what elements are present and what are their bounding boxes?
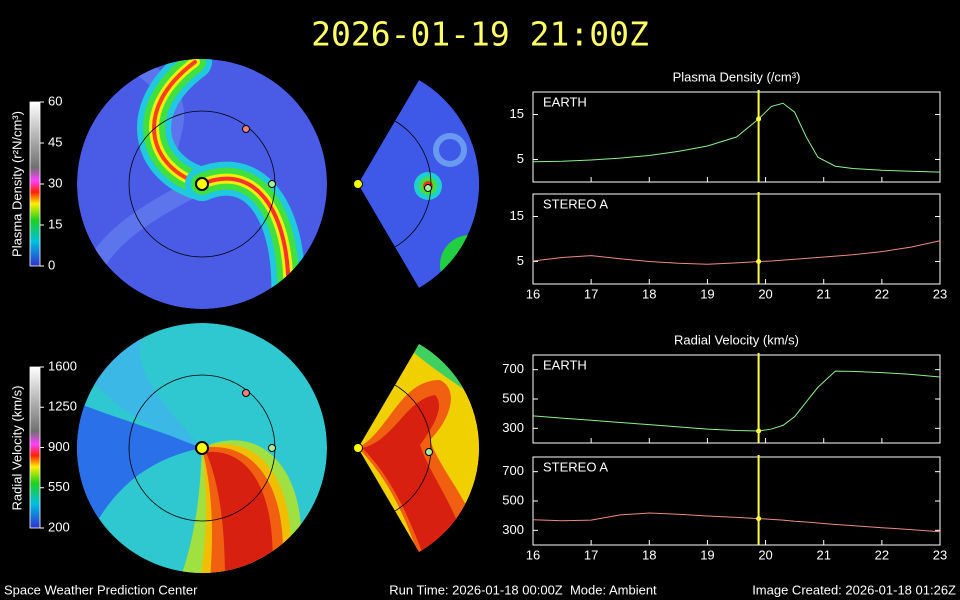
x-tick-label: 21 — [816, 286, 830, 301]
colorbar-tick-label: 1600 — [48, 358, 77, 373]
title: 2026-01-19 21:00Z — [311, 15, 649, 54]
colorbar-tick-label: 550 — [48, 479, 70, 494]
x-tick-label: 20 — [758, 547, 772, 562]
y-tick-label: 700 — [502, 463, 524, 478]
colorbar-tick-label: 30 — [48, 175, 62, 190]
x-tick-label: 22 — [875, 286, 889, 301]
x-tick-label: 16 — [526, 547, 540, 562]
plot-frame — [532, 91, 941, 183]
footer-center: Run Time: 2026-01-18 00:00Z Mode: Ambien… — [389, 582, 657, 597]
y-tick-label: 5 — [517, 253, 524, 268]
x-tick-label: 23 — [933, 286, 947, 301]
y-tick-label: 300 — [502, 522, 524, 537]
time-marker-dot — [756, 259, 762, 264]
y-tick-label: 5 — [517, 151, 524, 166]
plot-frame — [532, 193, 941, 285]
time-marker-dot — [756, 428, 762, 434]
colorbar-tick-label: 900 — [48, 439, 70, 454]
y-tick-label: 15 — [510, 106, 524, 121]
colorbar-tick-label: 200 — [48, 519, 70, 534]
y-tick-label: 500 — [502, 492, 524, 507]
colorbar-tick-label: 15 — [48, 216, 62, 231]
footer-right: Image Created: 2026-01-18 01:26Z — [752, 582, 956, 597]
panel-label: STEREO A — [543, 459, 608, 474]
x-tick-label: 22 — [875, 547, 889, 562]
time-marker-dot — [756, 116, 762, 122]
series-line — [532, 240, 941, 265]
x-tick-label: 19 — [700, 286, 714, 301]
velocity-map — [77, 323, 327, 573]
panel-label: STEREO A — [543, 196, 608, 211]
colorbar-label: Plasma Density (r²N/cm³) — [9, 111, 24, 257]
plot-frame — [532, 354, 941, 444]
x-tick-label: 18 — [642, 286, 656, 301]
colorbar-tick-label: 0 — [48, 257, 55, 272]
density-map — [77, 59, 327, 309]
colorbar-label: Radial Velocity (km/s) — [9, 386, 24, 511]
series-line — [532, 102, 941, 173]
y-tick-label: 300 — [502, 420, 524, 435]
x-tick-label: 16 — [526, 286, 540, 301]
y-tick-label: 700 — [502, 361, 524, 376]
panel-label: EARTH — [543, 357, 587, 372]
x-tick-label: 21 — [816, 547, 830, 562]
colorbar-tick-label: 60 — [48, 93, 62, 108]
series-line — [532, 370, 941, 432]
panel-label: EARTH — [543, 94, 587, 109]
y-tick-label: 15 — [510, 208, 524, 223]
colorbar-tick-label: 45 — [48, 134, 62, 149]
x-tick-label: 17 — [584, 286, 598, 301]
series-line — [532, 512, 941, 533]
x-tick-label: 20 — [758, 286, 772, 301]
x-tick-label: 19 — [700, 547, 714, 562]
x-tick-label: 23 — [933, 547, 947, 562]
x-tick-label: 17 — [584, 547, 598, 562]
chart-title: Radial Velocity (km/s) — [674, 332, 799, 347]
time-marker-dot — [756, 516, 762, 522]
x-tick-label: 18 — [642, 547, 656, 562]
y-tick-label: 500 — [502, 390, 524, 405]
velocity-wedge — [358, 344, 480, 552]
chart-title: Plasma Density (/cm³) — [673, 69, 801, 84]
colorbar-tick-label: 1250 — [48, 399, 77, 414]
footer-left: Space Weather Prediction Center — [4, 582, 198, 597]
